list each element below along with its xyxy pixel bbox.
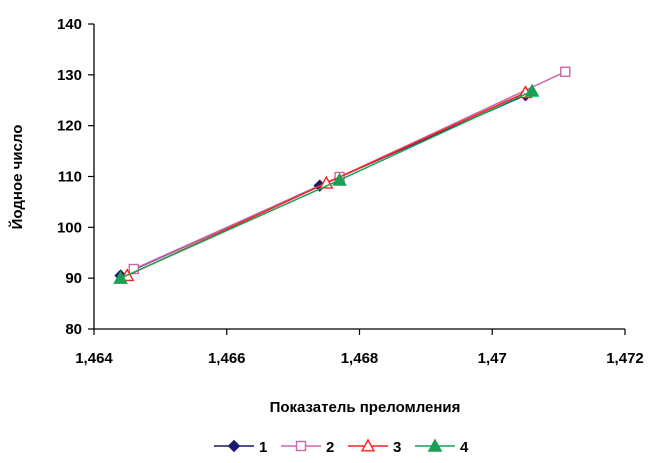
legend-item-4: 4 [415,438,469,456]
series-4-point [524,83,540,97]
y-tick-label: 90 [65,270,82,287]
x-tick-label: 1,464 [75,350,113,367]
x-tick-label: 1,47 [478,350,507,367]
series-4-point [332,172,347,186]
x-tick-label: 1,466 [208,350,246,367]
ticks-layer: 80 90 100 110 120 130 140 1,464 1,466 1,468 1,47 1,… [57,16,644,367]
y-tick-label: 80 [65,321,82,338]
series-4-point [113,270,128,284]
legend-marker [360,438,376,452]
y-tick-label: 100 [57,219,82,236]
y-tick-label: 130 [57,67,82,84]
legend-item-2: 2 [281,439,334,456]
series-4 [113,83,540,284]
y-axis-title: Йодное число [8,125,26,230]
legend: 1 2 3 4 [214,438,469,456]
legend-item-3: 3 [348,438,401,456]
series-2-point [128,263,140,275]
x-tick-label: 1,468 [341,350,379,367]
legend-marker [295,440,307,452]
y-tick-label: 140 [57,16,82,33]
legend-label: 4 [460,439,469,456]
legend-marker [427,438,443,452]
legend-label: 3 [393,439,401,456]
legend-item-1: 1 [214,439,267,456]
x-tick-label: 1,472 [606,350,644,367]
series-layer [113,66,571,284]
legend-marker [227,439,241,453]
y-tick-label: 120 [57,118,82,135]
legend-label: 2 [326,439,334,456]
legend-label: 1 [259,439,267,456]
series-2-point [560,66,571,77]
axes-layer [93,24,625,330]
x-axis-title: Показатель преломления [270,399,461,416]
series-2-line [133,71,566,270]
y-tick-label: 110 [58,169,82,186]
